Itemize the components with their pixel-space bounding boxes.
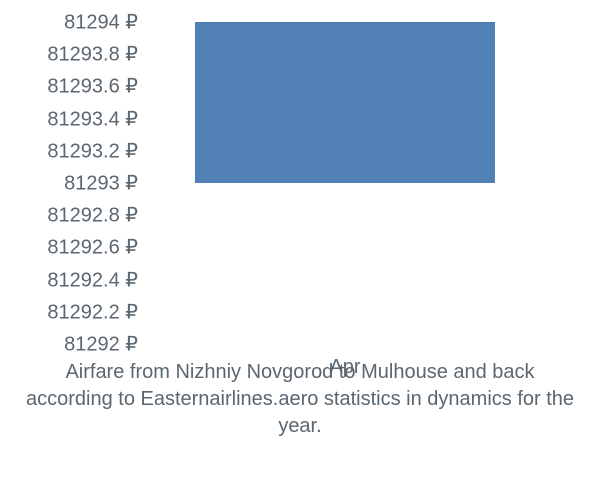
y-tick-label: 81293.2 ₽ xyxy=(47,138,138,163)
airfare-chart: 81294 ₽ 81293.8 ₽ 81293.6 ₽ 81293.4 ₽ 81293.… xyxy=(0,10,600,370)
chart-caption: Airfare from Nizhniy Novgorod to Mulhous… xyxy=(0,359,600,440)
y-tick-label: 81293.4 ₽ xyxy=(47,106,138,131)
plot-area: Apr xyxy=(155,10,535,332)
bar xyxy=(195,22,495,183)
caption-line-1: Airfare from Nizhniy Novgorod to Mulhous… xyxy=(65,361,534,383)
y-tick-label: 81292.2 ₽ xyxy=(47,299,138,324)
y-axis: 81294 ₽ 81293.8 ₽ 81293.6 ₽ 81293.4 ₽ 81293.… xyxy=(0,10,150,370)
y-tick-label: 81292 ₽ xyxy=(64,332,138,357)
y-tick-label: 81292.8 ₽ xyxy=(47,203,138,228)
y-tick-label: 81292.4 ₽ xyxy=(47,267,138,292)
y-tick-label: 81294 ₽ xyxy=(64,10,138,35)
y-tick-label: 81293 ₽ xyxy=(64,171,138,196)
y-tick-label: 81292.6 ₽ xyxy=(47,235,138,260)
y-tick-label: 81293.6 ₽ xyxy=(47,74,138,99)
y-tick-label: 81293.8 ₽ xyxy=(47,42,138,67)
caption-line-2: according to Easternairlines.aero statis… xyxy=(26,388,574,437)
